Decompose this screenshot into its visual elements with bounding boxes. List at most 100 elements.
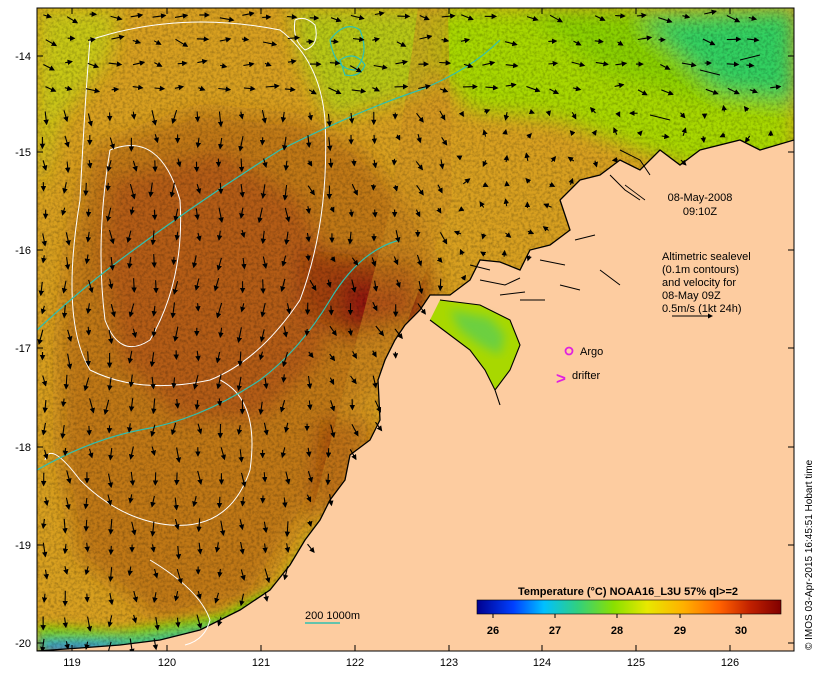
drifter-label: drifter <box>572 370 600 382</box>
velocity-arrow <box>280 112 287 123</box>
velocity-arrow <box>613 127 619 135</box>
velocity-arrow <box>462 178 471 185</box>
velocity-arrow <box>637 35 653 41</box>
velocity-arrow <box>150 424 156 437</box>
velocity-arrow <box>306 38 315 45</box>
velocity-arrow <box>195 184 202 195</box>
velocity-arrow <box>108 61 123 67</box>
velocity-arrow <box>43 569 49 580</box>
velocity-arrow <box>439 87 449 93</box>
velocity-arrow <box>195 350 201 362</box>
velocity-arrow <box>329 325 337 336</box>
velocity-arrow <box>150 230 156 246</box>
velocity-arrow <box>127 350 134 364</box>
velocity-arrow <box>106 159 112 173</box>
velocity-arrow <box>61 207 67 216</box>
velocity-arrow <box>219 37 232 43</box>
velocity-arrow <box>65 232 71 246</box>
velocity-arrow <box>503 111 510 121</box>
velocity-arrow <box>105 182 111 192</box>
velocity-arrow <box>329 377 335 385</box>
velocity-arrow <box>258 351 265 361</box>
velocity-arrow <box>328 494 334 507</box>
velocity-arrow <box>307 471 314 483</box>
velocity-arrow <box>330 17 342 23</box>
velocity-arrow <box>239 541 245 555</box>
velocity-arrow <box>129 183 136 200</box>
velocity-arrow <box>239 207 245 219</box>
velocity-arrow <box>589 106 596 114</box>
velocity-arrow <box>85 208 92 218</box>
velocity-arrow <box>372 209 378 218</box>
velocity-arrow <box>482 160 488 168</box>
velocity-arrow <box>549 88 559 95</box>
velocity-arrow <box>170 422 177 436</box>
velocity-arrow <box>128 374 135 388</box>
velocity-arrow <box>41 233 47 247</box>
velocity-arrow <box>238 136 244 152</box>
velocity-arrow <box>394 328 403 340</box>
velocity-arrow <box>526 85 541 93</box>
velocity-arrow <box>129 206 135 216</box>
velocity-arrow <box>174 472 180 486</box>
velocity-arrow <box>173 590 180 602</box>
velocity-arrow <box>503 198 510 207</box>
velocity-arrow <box>108 329 114 345</box>
velocity-arrow <box>326 279 332 288</box>
velocity-arrow <box>107 615 113 628</box>
velocity-arrow <box>347 328 354 337</box>
velocity-arrow <box>542 226 549 232</box>
velocity-arrow <box>284 231 290 246</box>
velocity-arrow <box>351 183 358 196</box>
argo-marker <box>564 346 574 356</box>
velocity-arrow <box>197 542 203 555</box>
velocity-arrow <box>42 160 48 171</box>
velocity-arrow <box>216 230 223 241</box>
velocity-arrow <box>61 305 68 319</box>
velocity-arrow <box>60 398 67 408</box>
velocity-arrow <box>661 133 670 140</box>
x-tick-label: 119 <box>63 657 81 669</box>
velocity-arrow <box>41 255 47 264</box>
velocity-arrow <box>132 160 138 172</box>
velocity-arrow <box>85 231 92 243</box>
velocity-arrow <box>372 280 379 292</box>
velocity-arrow <box>217 616 223 627</box>
velocity-arrow <box>236 327 243 343</box>
velocity-arrow <box>41 422 47 436</box>
velocity-arrow <box>196 590 202 600</box>
velocity-arrow <box>62 518 68 534</box>
velocity-arrow <box>526 255 532 262</box>
velocity-arrow <box>458 110 464 118</box>
velocity-arrow <box>191 255 198 269</box>
velocity-arrow <box>395 279 401 289</box>
velocity-arrow <box>326 137 333 152</box>
velocity-arrow <box>569 130 576 137</box>
velocity-arrow <box>238 449 244 463</box>
velocity-arrow <box>218 137 224 150</box>
velocity-arrow <box>545 110 551 117</box>
velocity-arrow <box>305 254 311 262</box>
velocity-arrow <box>43 64 55 71</box>
velocity-arrow <box>279 400 286 413</box>
plot-frame <box>36 7 795 652</box>
velocity-arrow <box>572 85 582 92</box>
velocity-arrow <box>240 472 247 488</box>
velocity-arrow <box>329 353 336 362</box>
velocity-arrow <box>198 85 206 92</box>
velocity-arrow <box>308 89 317 95</box>
velocity-arrow <box>287 58 297 65</box>
velocity-arrow <box>526 133 532 139</box>
velocity-arrow <box>243 61 255 68</box>
velocity-arrow <box>282 184 289 201</box>
velocity-arrow <box>374 400 382 413</box>
velocity-arrow <box>460 274 467 281</box>
velocity-arrow <box>262 256 268 269</box>
velocity-arrow <box>257 207 263 224</box>
velocity-arrow <box>110 304 116 318</box>
velocity-arrow <box>461 14 474 21</box>
velocity-arrow <box>328 158 334 169</box>
velocity-arrow <box>192 374 199 390</box>
velocity-arrow <box>306 375 313 390</box>
argo-label: Argo <box>580 346 603 358</box>
